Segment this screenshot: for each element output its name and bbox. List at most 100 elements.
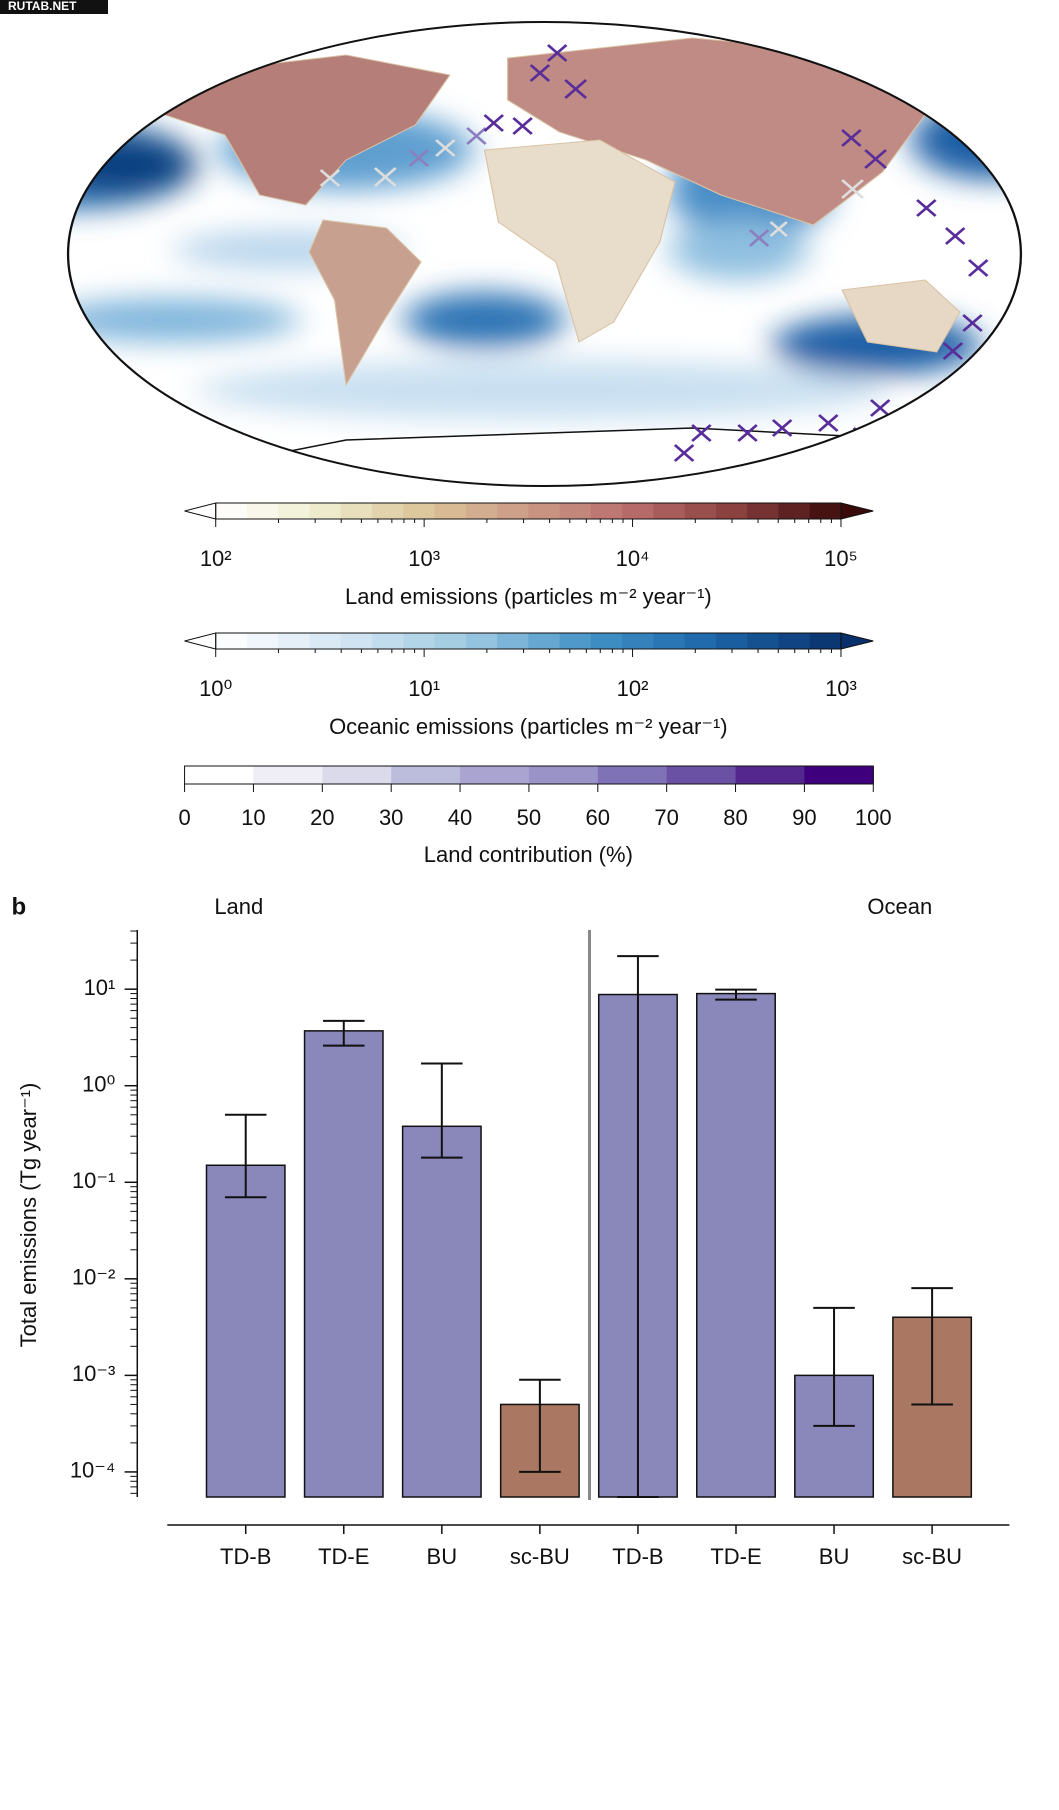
x-tick-label: sc-BU — [902, 1544, 962, 1569]
world-map — [66, 21, 1023, 487]
colorbar-step — [653, 503, 686, 519]
y-tick-label: 10¹ — [84, 975, 116, 1000]
colorbar-tick-label: 60 — [586, 805, 610, 830]
colorbar-extend-high — [840, 502, 874, 520]
group-label: Land — [214, 894, 263, 919]
y-tick-label: 10⁻³ — [72, 1361, 115, 1386]
colorbar-step — [684, 503, 717, 519]
colorbar-tick-label: 10¹ — [408, 676, 440, 701]
colorbar-tick-label: 0 — [178, 805, 190, 830]
colorbar-step — [309, 633, 342, 649]
colorbar-step — [559, 633, 592, 649]
colorbar-step — [528, 503, 561, 519]
colorbar-tick-label: 10³ — [408, 546, 440, 571]
colorbar-step — [434, 633, 467, 649]
colorbar-step — [246, 633, 279, 649]
bar — [205, 1164, 286, 1498]
group-label: Ocean — [867, 894, 932, 919]
y-tick-label: 10⁻² — [72, 1265, 115, 1290]
colorbar-tick-label: 70 — [654, 805, 678, 830]
colorbar-tick-label: 100 — [855, 805, 892, 830]
ocean-field — [68, 37, 1021, 486]
colorbar-step — [809, 503, 842, 519]
colorbar-step — [465, 503, 498, 519]
colorbar-tick-label: 10³ — [825, 676, 857, 701]
colorbar-step — [528, 766, 599, 784]
colorbar-step — [622, 633, 654, 649]
colorbar-step — [215, 503, 248, 519]
x-tick-label: TD-E — [710, 1544, 761, 1569]
colorbar-step — [403, 633, 436, 649]
colorbar-step — [497, 503, 529, 519]
colorbar-tick-label: 10⁵ — [824, 546, 858, 571]
colorbar-title: Land contribution (%) — [424, 842, 633, 867]
x-tick-label: TD-E — [318, 1544, 369, 1569]
colorbar-title: Oceanic emissions (particles m⁻² year⁻¹) — [329, 714, 728, 739]
colorbar-step — [778, 503, 811, 519]
y-axis-label: Total emissions (Tg year⁻¹) — [16, 1083, 41, 1348]
colorbar-tick-label: 50 — [517, 805, 541, 830]
colorbar-step — [460, 766, 530, 784]
watermark: RUTAB.NET — [8, 0, 77, 13]
colorbar-step — [590, 633, 623, 649]
colorbar-step — [715, 503, 748, 519]
y-tick-label: 10⁻⁴ — [70, 1458, 116, 1483]
colorbar-tick-label: 10 — [241, 805, 265, 830]
bar — [696, 992, 776, 1498]
colorbar-frame — [215, 502, 842, 520]
colorbar-extend-low — [184, 502, 217, 520]
colorbar-tick-label: 40 — [448, 805, 472, 830]
colorbar-step — [735, 766, 805, 784]
x-tick-label: sc-BU — [510, 1544, 570, 1569]
x-tick-label: BU — [819, 1544, 850, 1569]
site-markers — [319, 44, 989, 462]
x-tick-label: TD-B — [220, 1544, 271, 1569]
colorbar-tick-label: 10² — [617, 676, 649, 701]
colorbar-frame — [215, 632, 842, 650]
colorbar-extend-high — [840, 632, 874, 650]
colorbar-step — [778, 633, 811, 649]
colorbar-title: Land emissions (particles m⁻² year⁻¹) — [345, 584, 712, 609]
colorbar-step — [597, 766, 668, 784]
colorbar-step — [403, 503, 436, 519]
colorbar-step — [497, 633, 529, 649]
colorbar-step — [246, 503, 279, 519]
x-tick-label: BU — [427, 1544, 458, 1569]
colorbar-step — [309, 503, 342, 519]
colorbar-step — [184, 766, 255, 784]
colorbar-step — [391, 766, 461, 784]
colorbar-tick-label: 90 — [792, 805, 816, 830]
colorbar-step — [715, 633, 748, 649]
colorbar-step — [253, 766, 323, 784]
colorbar-tick-label: 30 — [379, 805, 403, 830]
watermark-bg — [0, 0, 108, 14]
colorbar-step — [747, 633, 780, 649]
colorbar-tick-label: 20 — [310, 805, 334, 830]
colorbar-step — [809, 633, 842, 649]
colorbar-tick-label: 10² — [200, 546, 232, 571]
colorbar-step — [590, 503, 623, 519]
panel-label: b — [12, 893, 27, 920]
colorbar-step — [747, 503, 780, 519]
colorbar-step — [278, 503, 311, 519]
bar — [892, 1316, 973, 1498]
colorbar-step — [340, 633, 373, 649]
colorbar-step — [434, 503, 467, 519]
bar — [303, 1030, 384, 1498]
y-tick-label: 10⁰ — [82, 1072, 115, 1097]
colorbar-step — [653, 633, 686, 649]
colorbar-tick-label: 80 — [723, 805, 747, 830]
colorbar-step — [684, 633, 717, 649]
bar — [401, 1125, 482, 1498]
colorbar-extend-low — [184, 632, 217, 650]
colorbar-step — [372, 633, 404, 649]
colorbar-tick-label: 10⁴ — [616, 546, 650, 571]
colorbar-step — [340, 503, 373, 519]
colorbar-step — [528, 633, 561, 649]
colorbar-step — [622, 503, 654, 519]
colorbar-step — [278, 633, 311, 649]
colorbar-step — [559, 503, 592, 519]
colorbar-step — [322, 766, 392, 784]
colorbar-tick-label: 10⁰ — [199, 676, 232, 701]
y-tick-label: 10⁻¹ — [72, 1168, 115, 1193]
